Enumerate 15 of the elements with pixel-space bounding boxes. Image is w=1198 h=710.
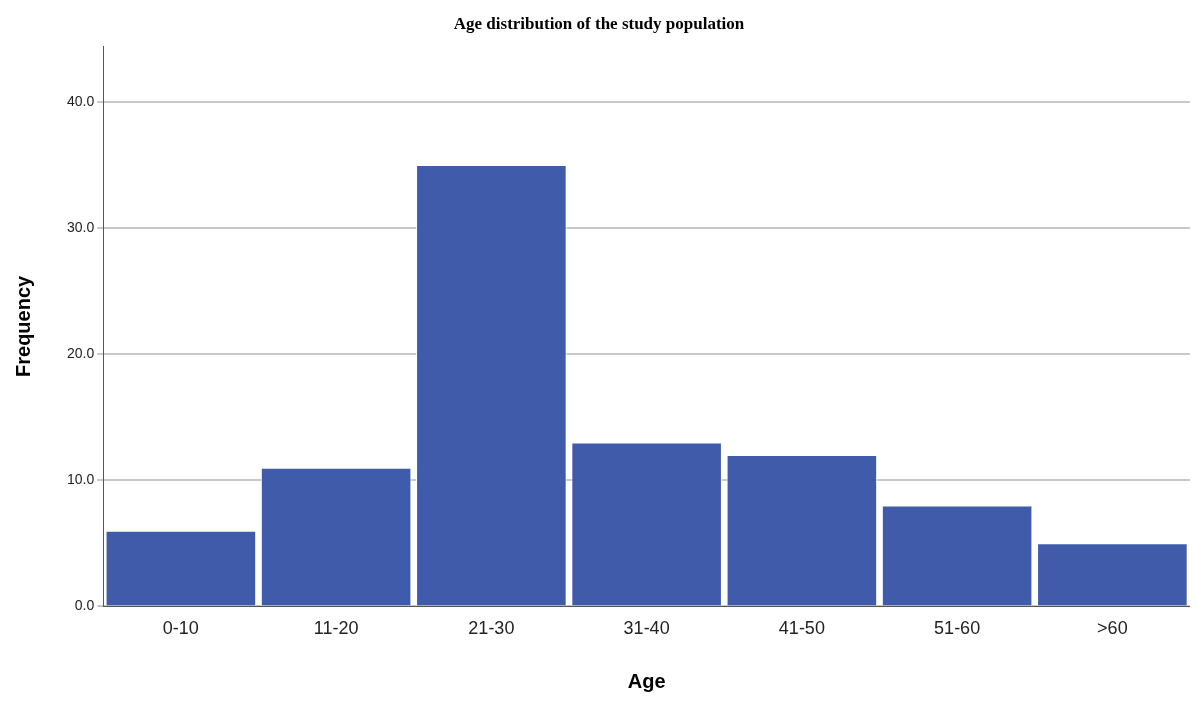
y-tick-label: 0.0 [74,597,95,614]
x-tick-label: 41-50 [778,618,825,639]
x-tick-label: >60 [1097,618,1128,639]
x-tick-label: 51-60 [934,618,981,639]
x-tick-label: 31-40 [623,618,670,639]
x-tick-label: 21-30 [468,618,515,639]
y-tick-label: 10.0 [67,471,95,488]
x-tick-label: 11-20 [313,618,359,639]
y-tick-label: 30.0 [67,218,95,235]
x-axis-title: Age [627,669,666,692]
y-axis-title: Frequency [11,274,34,377]
chart-title: Age distribution of the study population [453,13,745,33]
y-tick-label: 40.0 [67,92,95,109]
x-tick-label: 0-10 [162,618,199,639]
y-tick-label: 20.0 [67,345,95,362]
